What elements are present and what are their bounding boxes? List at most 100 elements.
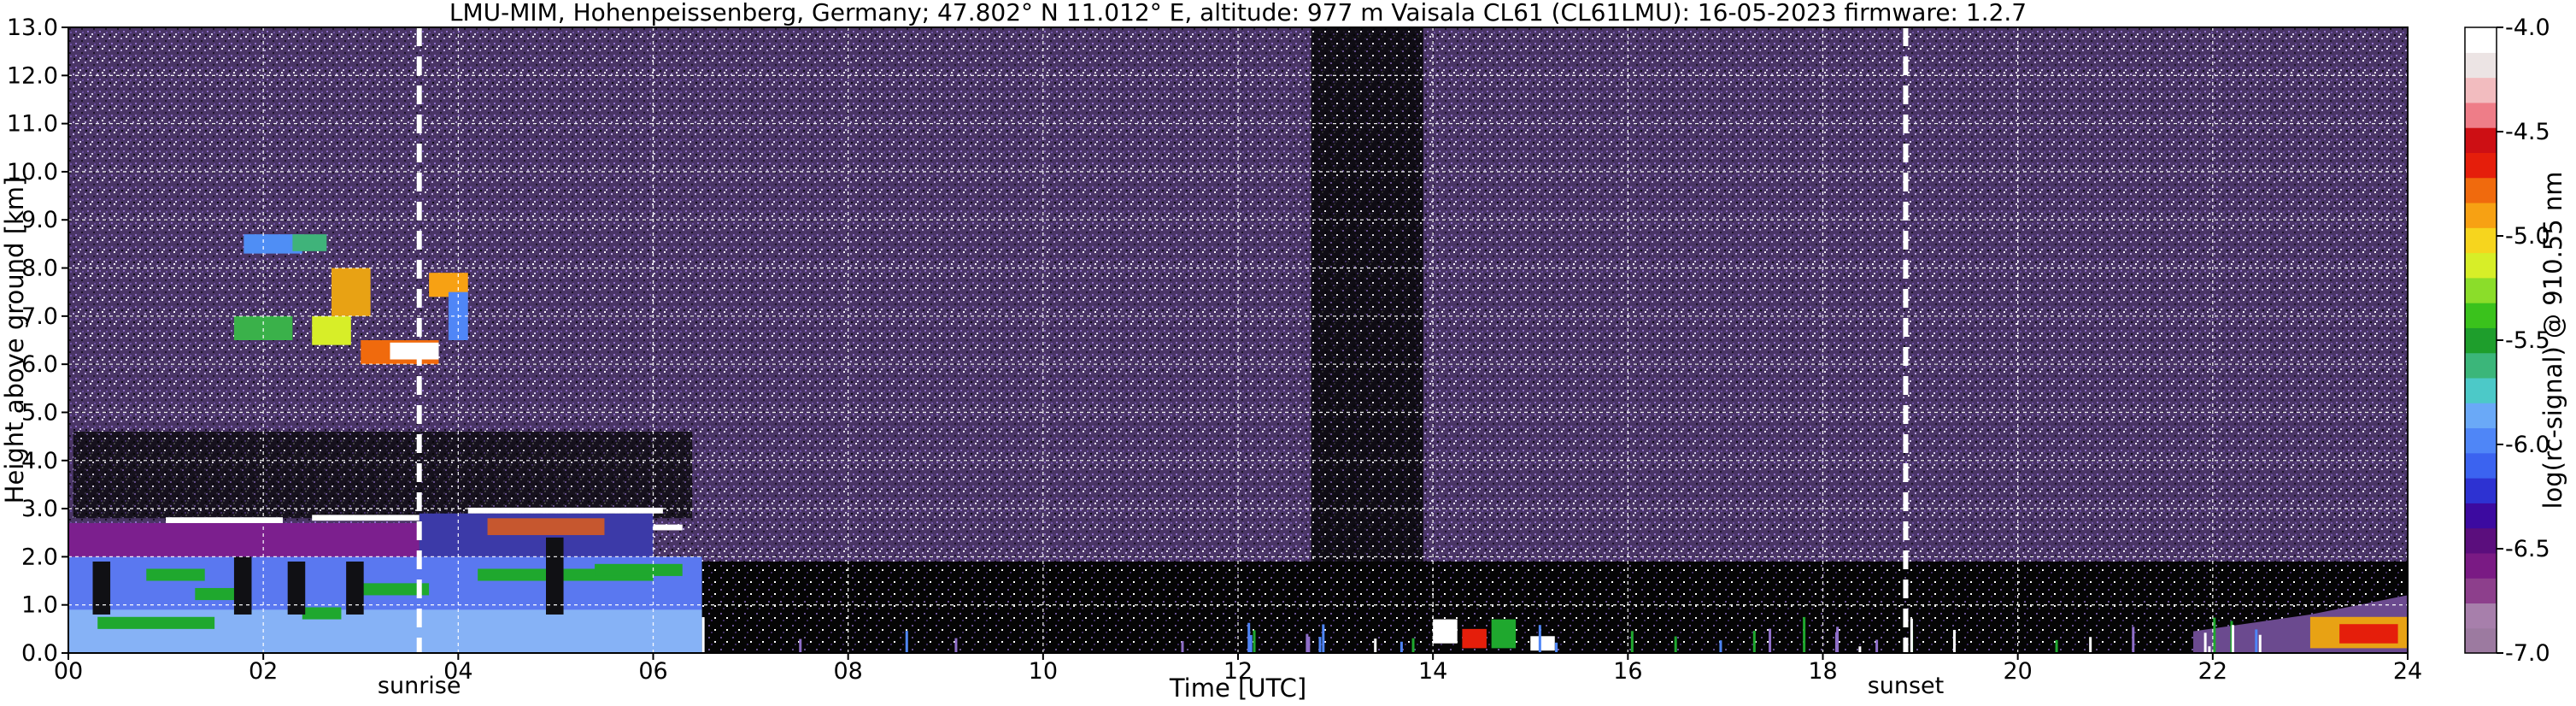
- colorbar-segment: [2465, 352, 2497, 379]
- x-axis-ticks: 00 02 04 06 08 10 12 14 16 18 20 22 24: [54, 653, 2422, 685]
- x-tick-label: 18: [1808, 658, 1837, 685]
- x-tick-label: 20: [2003, 658, 2032, 685]
- ground-spike: [2255, 629, 2258, 653]
- ground-spike: [1555, 642, 1558, 653]
- cloud-patch: [1462, 628, 1487, 649]
- ground-spike: [1322, 624, 1325, 653]
- y-tick-label: 4.0: [21, 448, 58, 474]
- ground-spike: [1630, 631, 1634, 653]
- y-tick-label: 9.0: [21, 207, 58, 233]
- colorbar-label: log(rc-signal) @ 910.55 nm: [2538, 171, 2567, 509]
- ground-spike: [1752, 631, 1756, 653]
- ground-spike: [2231, 625, 2234, 653]
- y-tick-label: 13.0: [7, 15, 58, 41]
- ground-spike: [1249, 634, 1253, 653]
- colorbar-tick-label: -6.5: [2505, 536, 2550, 562]
- layer-top-signal: [487, 518, 605, 536]
- x-tick-label: 16: [1613, 658, 1642, 685]
- colorbar-segment: [2465, 177, 2497, 203]
- colorbar-segment: [2465, 0, 2497, 53]
- colorbar-segment: [2465, 52, 2497, 79]
- cloud-patch: [1530, 636, 1555, 651]
- ground-spike: [1318, 637, 1322, 653]
- colorbar-segment: [2465, 277, 2497, 303]
- ground-spike: [701, 617, 705, 653]
- colorbar-segment: [2465, 227, 2497, 254]
- signal-gap: [233, 556, 252, 615]
- ground-spike: [1858, 646, 1862, 653]
- colorbar-segment: [2465, 377, 2497, 403]
- ground-spike: [2089, 637, 2092, 653]
- ground-spike: [2132, 627, 2135, 653]
- ground-spike: [1769, 628, 1772, 653]
- ground-spike: [1247, 622, 1251, 653]
- ground-spike: [2258, 634, 2262, 653]
- ground-spike: [1374, 638, 1377, 653]
- y-axis-ticks: 0.0 1.0 2.0 3.0 4.0 5.0 6.0 7.0 8.0 9.0 10.0 11.0 12…: [7, 15, 68, 667]
- y-tick-label: 8.0: [21, 256, 58, 282]
- layer-top-cap: [467, 507, 663, 514]
- colorbar-segment: [2465, 503, 2497, 529]
- layer-top-cap: [653, 524, 683, 531]
- colorbar-tick-label: -5.5: [2505, 327, 2550, 354]
- aerosol-patch: [350, 583, 430, 596]
- aerosol-patch: [195, 587, 244, 601]
- colorbar-segment: [2465, 327, 2497, 354]
- ground-spike: [1875, 639, 1879, 653]
- colorbar-segment: [2465, 427, 2497, 454]
- ground-spike: [1181, 641, 1184, 653]
- cloud-patch: [1491, 619, 1517, 649]
- x-tick-label: 06: [638, 658, 667, 685]
- sunset-label: sunset: [1868, 673, 1945, 699]
- ground-spike: [1674, 636, 1677, 653]
- layer-top-cap: [312, 515, 420, 521]
- residual-layer: [68, 522, 420, 557]
- colorbar-segment: [2465, 202, 2497, 228]
- colorbar-segment: [2465, 627, 2497, 654]
- colorbar-segment: [2465, 478, 2497, 503]
- ground-spike: [2208, 646, 2211, 653]
- cloud-patch: [332, 268, 371, 316]
- ground-spike: [954, 638, 958, 653]
- ground-spike: [1538, 625, 1541, 653]
- x-tick-label: 00: [54, 658, 83, 685]
- colorbar-tick-label: -4.0: [2505, 15, 2550, 41]
- colorbar-segment: [2465, 303, 2497, 328]
- x-tick-label: 02: [249, 658, 278, 685]
- aerosol-patch: [146, 568, 205, 581]
- x-tick-label: 10: [1029, 658, 1058, 685]
- ground-spike: [1952, 629, 1956, 653]
- signal-gap: [92, 562, 111, 615]
- low-signal-band: [1311, 27, 1423, 653]
- ground-spike: [799, 638, 802, 653]
- ground-spike: [1803, 616, 1806, 653]
- sun-markers: [416, 27, 1909, 653]
- colorbar-segment: [2465, 403, 2497, 429]
- colorbar-tick-label: -4.5: [2505, 119, 2550, 145]
- low-signal-region: [73, 431, 693, 519]
- aerosol-patch: [97, 616, 215, 629]
- cloud-patch: [312, 315, 351, 345]
- y-tick-label: 12.0: [7, 62, 58, 89]
- boundary-layer-lower: [68, 609, 702, 653]
- cloud-patch: [1433, 619, 1458, 644]
- y-tick-label: 11.0: [7, 111, 58, 138]
- colorbar-segment: [2465, 527, 2497, 554]
- signal-gap: [346, 562, 364, 615]
- evening-layer-signal: [2339, 624, 2398, 644]
- cloud-patch: [390, 342, 439, 360]
- y-axis-label: Height above ground [km]: [0, 177, 29, 504]
- grid-lines: [68, 27, 2408, 653]
- colorbar-segment: [2465, 152, 2497, 179]
- cloud-patch: [244, 234, 302, 254]
- y-tick-label: 10.0: [7, 159, 58, 185]
- colorbar-segment: [2465, 127, 2497, 153]
- aerosol-patch: [595, 563, 683, 576]
- x-axis-label: Time [UTC]: [1169, 674, 1306, 703]
- colorbar-segment: [2465, 252, 2497, 279]
- colorbar-segment: [2465, 77, 2497, 103]
- ground-spike: [1307, 636, 1311, 653]
- signal-gap: [287, 562, 306, 615]
- ground-spike: [1910, 618, 1913, 653]
- colorbar-segment: [2465, 578, 2497, 604]
